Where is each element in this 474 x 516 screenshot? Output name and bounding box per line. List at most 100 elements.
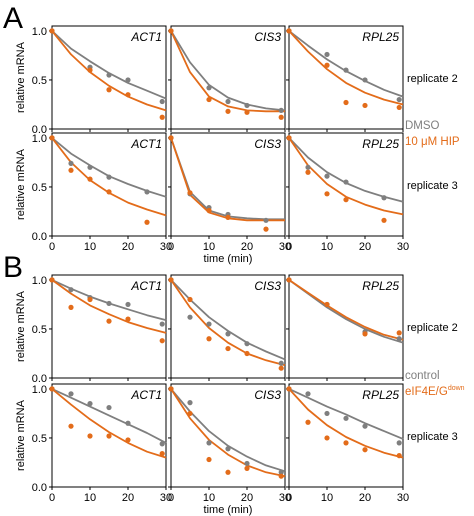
control-point	[68, 391, 74, 397]
x-tick-label: 0	[49, 241, 55, 253]
panel-frame	[51, 383, 167, 488]
control-point	[68, 287, 74, 293]
treatment-point	[225, 214, 231, 220]
treatment-point	[263, 226, 269, 232]
treatment-point	[159, 338, 165, 344]
treatment-fit-line	[170, 388, 286, 478]
legend-control: control	[405, 370, 440, 382]
x-tick-label: 30	[279, 492, 291, 504]
control-point	[278, 107, 284, 113]
x-axis-label: time (min)	[204, 253, 253, 265]
legend-treatment-label: eIF4E/G	[405, 386, 448, 398]
control-point	[244, 102, 250, 109]
gene-label: ACT1	[130, 137, 162, 151]
x-tick-label: 0	[286, 492, 292, 504]
treatment-point	[106, 433, 112, 439]
control-point	[206, 440, 212, 446]
x-tick-label: 0	[168, 241, 174, 253]
control-point	[305, 391, 311, 397]
treatment-point	[125, 316, 131, 322]
replicate-label: replicate 2	[407, 322, 458, 334]
y-axis-label: relative mRNA	[15, 41, 27, 113]
control-point	[159, 98, 165, 105]
gene-label: RPL25	[362, 279, 399, 293]
treatment-point	[324, 62, 330, 68]
treatment-point	[225, 345, 231, 352]
y-tick-label: 0.0	[32, 231, 47, 243]
treatment-point	[125, 437, 131, 443]
treatment-point	[49, 135, 55, 141]
control-point	[362, 423, 368, 429]
x-tick-label: 10	[321, 492, 333, 504]
replicate-label: replicate 3	[407, 431, 458, 443]
gene-label: CIS3	[254, 279, 281, 293]
y-tick-label: 0.5	[32, 433, 47, 445]
gene-label: RPL25	[362, 388, 399, 402]
treatment-point	[225, 469, 231, 475]
control-point	[324, 173, 330, 179]
treatment-fit-line	[170, 279, 286, 367]
panel-frame	[288, 383, 404, 488]
control-point	[159, 321, 165, 327]
control-point	[381, 195, 387, 201]
treatment-point	[362, 447, 368, 453]
treatment-point	[305, 419, 311, 425]
x-tick-label: 10	[84, 492, 96, 504]
gene-label: CIS3	[254, 137, 281, 151]
x-tick-label: 0	[168, 492, 174, 504]
treatment-point	[159, 114, 165, 120]
panel-frame	[288, 132, 404, 237]
treatment-point	[324, 435, 330, 441]
treatment-point	[286, 28, 292, 34]
treatment-point	[206, 207, 212, 214]
treatment-point	[244, 109, 250, 115]
panel-frame	[170, 25, 286, 130]
legend-treatment: eIF4E/Gdown	[405, 385, 465, 398]
control-point	[68, 160, 74, 167]
treatment-point	[244, 465, 250, 471]
y-tick-label: 0.0	[32, 373, 47, 385]
treatment-point	[206, 96, 212, 103]
treatment-point	[168, 277, 174, 283]
y-tick-label: 0.0	[32, 482, 47, 494]
treatment-point	[225, 108, 231, 114]
x-tick-label: 0	[49, 492, 55, 504]
treatment-point	[324, 191, 330, 197]
treatment-point	[187, 296, 193, 303]
control-point	[187, 314, 193, 320]
legend-control: DMSO	[405, 120, 440, 132]
x-tick-label: 30	[279, 241, 291, 253]
treatment-fit-line	[288, 279, 404, 341]
treatment-point	[87, 67, 93, 73]
treatment-point	[87, 433, 93, 439]
control-point	[278, 469, 284, 475]
control-point	[144, 189, 150, 195]
gene-label: CIS3	[254, 388, 281, 402]
panel-frame	[170, 383, 286, 488]
treatment-point	[286, 277, 292, 283]
treatment-point	[362, 331, 368, 337]
treatment-point	[144, 219, 150, 225]
control-point	[244, 460, 250, 467]
treatment-point	[381, 217, 387, 223]
panel-frame	[51, 274, 167, 379]
control-point	[125, 301, 131, 308]
x-axis-label: time (min)	[204, 504, 253, 516]
control-point	[324, 51, 330, 58]
replicate-label: replicate 2	[407, 73, 458, 85]
replicate-label: replicate 3	[407, 180, 458, 192]
control-point	[362, 77, 368, 83]
treatment-point	[168, 28, 174, 34]
x-tick-label: 20	[241, 241, 253, 253]
control-fit-line	[51, 388, 167, 444]
control-fit-line	[170, 30, 286, 112]
y-tick-label: 1.0	[32, 133, 47, 145]
treatment-point	[206, 336, 212, 342]
x-tick-label: 10	[203, 241, 215, 253]
treatment-fit-line	[51, 279, 167, 334]
panel-frame	[288, 274, 404, 379]
treatment-point	[286, 386, 292, 392]
control-point	[206, 321, 212, 327]
treatment-fit-line	[51, 30, 167, 112]
treatment-point	[168, 135, 174, 141]
